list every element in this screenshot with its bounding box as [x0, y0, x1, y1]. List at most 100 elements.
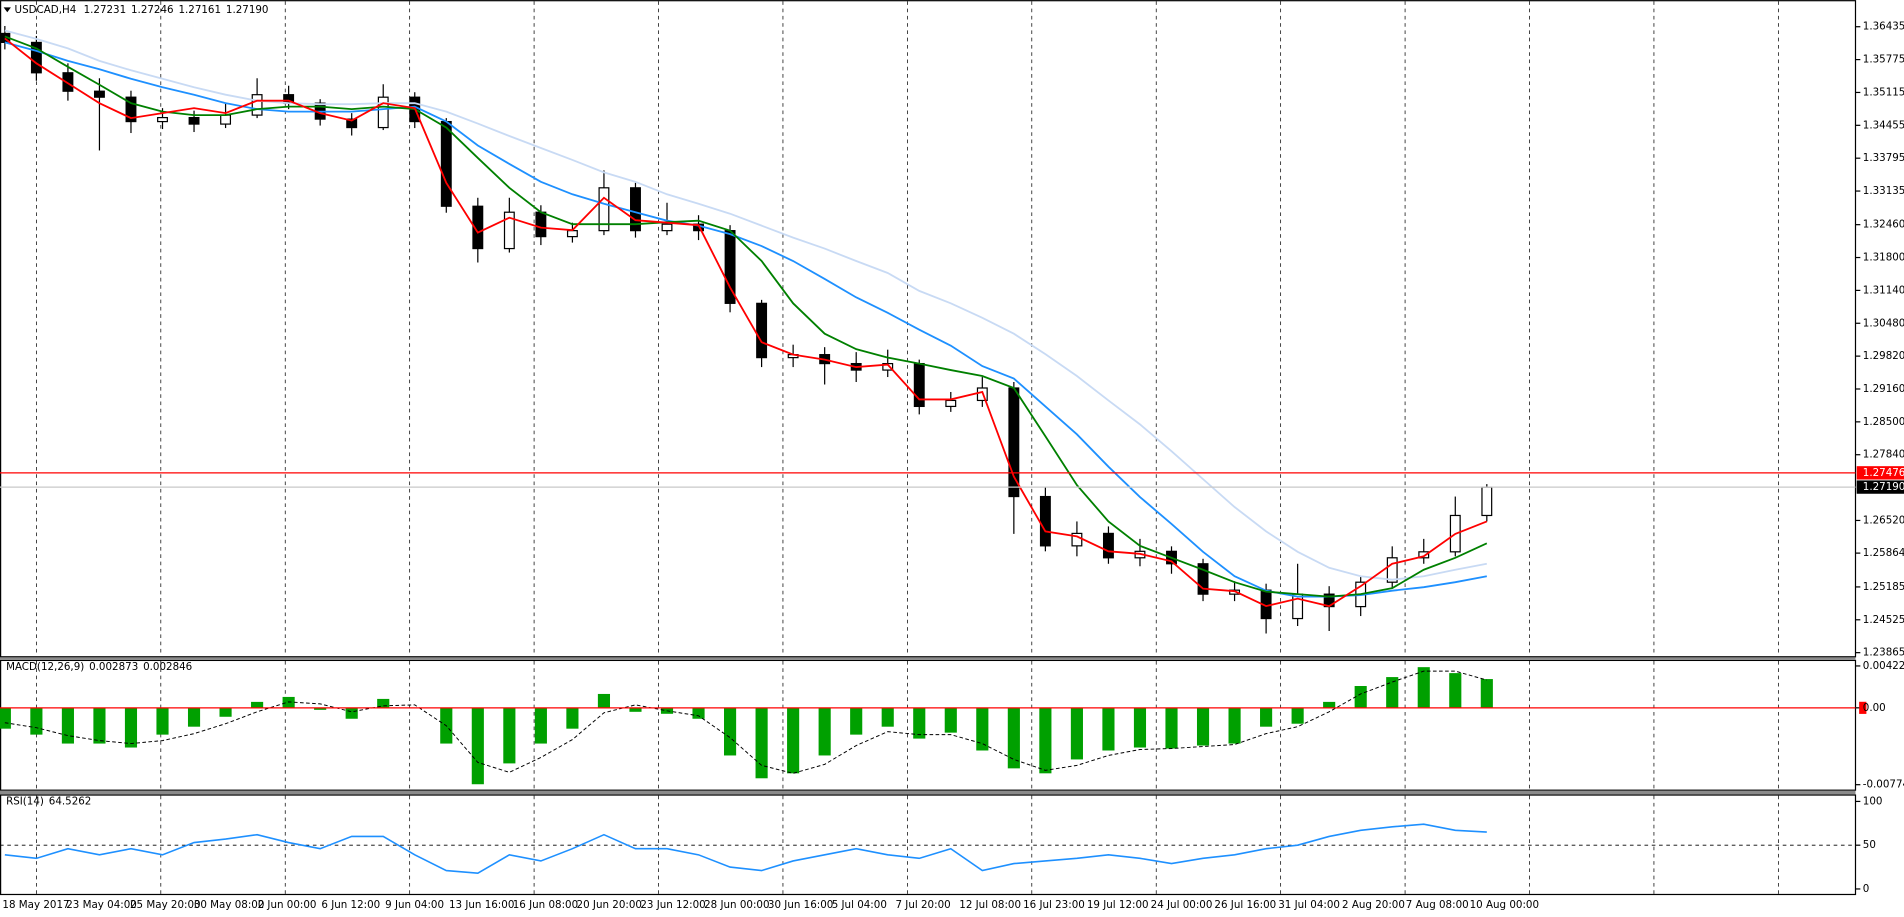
histogram-bar — [219, 707, 232, 717]
histogram-bar — [566, 707, 579, 729]
y-tick-label: 1.25185 — [1863, 581, 1904, 593]
histogram-bar — [534, 707, 547, 744]
y-tick-label: 1.28500 — [1863, 416, 1904, 428]
rsi-line — [4, 823, 1487, 875]
y-tick-label: 1.33795 — [1863, 152, 1904, 164]
histogram-bar — [1417, 667, 1430, 708]
candle-body — [598, 187, 610, 232]
x-tick-label: 19 Jul 12:00 — [1087, 899, 1149, 911]
histogram-bar — [755, 707, 768, 779]
histogram-bar — [93, 707, 106, 744]
histogram-bar — [597, 693, 611, 708]
candle-body — [756, 302, 768, 359]
y-tick-label: 0 — [1863, 883, 1870, 895]
moving-average — [4, 41, 1487, 598]
candle-body — [188, 116, 200, 125]
x-tick-label: 5 Jul 04:00 — [832, 899, 887, 911]
histogram-bar — [345, 707, 358, 719]
candle-body — [503, 211, 515, 250]
y-tick-label: 1.31140 — [1863, 284, 1904, 296]
y-tick-label: 0.00 — [1863, 702, 1886, 714]
y-tick-label: 1.33135 — [1863, 185, 1904, 197]
histogram-bar — [1102, 707, 1115, 751]
candle-body — [566, 230, 578, 238]
y-tick-label: 100 — [1863, 795, 1883, 807]
histogram-bar — [1039, 707, 1052, 774]
x-tick-label: 7 Aug 08:00 — [1406, 899, 1469, 911]
histogram-bar — [1480, 679, 1493, 708]
y-tick-label: 1.30480 — [1863, 317, 1904, 329]
macd-value: 0.002873 — [89, 661, 138, 673]
candle-body — [630, 187, 641, 232]
candle-body — [93, 90, 105, 98]
rsi-value: 64.5262 — [49, 796, 92, 808]
candle-body — [377, 96, 389, 129]
candle-body — [220, 114, 232, 125]
y-tick-label: 0.004222 — [1863, 660, 1904, 672]
candle-body — [1102, 532, 1114, 559]
histogram-bar — [1070, 707, 1083, 760]
histogram-bar — [187, 707, 201, 727]
candle-body — [882, 362, 894, 371]
histogram-bar — [251, 701, 264, 708]
histogram-bar — [629, 707, 642, 712]
y-tick-label: 1.35775 — [1863, 54, 1904, 66]
candle-body — [1197, 563, 1209, 595]
histogram-bar — [0, 707, 11, 729]
panel-frame — [0, 0, 1857, 658]
histogram-bar — [124, 707, 138, 748]
x-tick-label: 2 Jun 00:00 — [258, 899, 317, 911]
y-tick-label: 1.35115 — [1863, 86, 1904, 98]
histogram-bar — [1007, 707, 1020, 769]
x-tick-label: 28 Jun 00:00 — [704, 899, 769, 911]
candle-body — [125, 96, 137, 123]
histogram-bar — [850, 707, 863, 735]
candle-body — [945, 399, 957, 408]
x-tick-label: 25 May 20:00 — [130, 899, 201, 911]
candle-body — [472, 205, 484, 250]
histogram-bar — [1354, 686, 1367, 708]
y-tick-label: 50 — [1863, 839, 1876, 851]
histogram-bar — [314, 707, 327, 710]
histogram-bar — [944, 707, 957, 733]
x-tick-label: 30 May 08:00 — [194, 899, 265, 911]
candle-body — [440, 120, 452, 207]
panel-separator — [0, 790, 1856, 795]
price-label-box — [1856, 466, 1904, 480]
indicator-name: MACD(12,26,9) — [6, 661, 84, 673]
price-label-box — [1856, 480, 1904, 494]
x-tick-label: 20 Jun 20:00 — [577, 899, 642, 911]
x-tick-label: 16 Jun 08:00 — [513, 899, 578, 911]
candle-body — [1039, 495, 1051, 547]
x-tick-label: 13 Jun 16:00 — [449, 899, 514, 911]
candle-body — [62, 72, 74, 92]
menu-arrow[interactable] — [3, 7, 11, 13]
quote-high: 1.27246 — [131, 4, 174, 16]
histogram-bar — [724, 707, 737, 756]
histogram-bar — [787, 707, 800, 774]
x-tick-label: 6 Jun 12:00 — [321, 899, 380, 911]
macd-header: MACD(12,26,9) 0.002873 0.002846 — [6, 661, 192, 673]
y-tick-label: 1.27840 — [1863, 449, 1904, 461]
candle-body — [1386, 557, 1398, 583]
x-tick-label: 18 May 2017 — [2, 899, 69, 911]
x-tick-label: 2 Aug 20:00 — [1342, 899, 1405, 911]
quote-close: 1.27190 — [226, 4, 269, 16]
candle-body — [30, 41, 42, 74]
y-tick-label: 1.26520 — [1863, 514, 1904, 526]
indicator-name: RSI(14) — [6, 796, 44, 808]
histogram-bar — [61, 707, 74, 744]
y-tick-label: 1.29820 — [1863, 350, 1904, 362]
histogram-bar — [1323, 701, 1336, 708]
histogram-bar — [503, 707, 516, 764]
y-tick-label: 1.29160 — [1863, 383, 1904, 395]
histogram-bar — [881, 707, 894, 727]
signal-value: 0.002846 — [143, 661, 192, 673]
x-tick-label: 23 Jun 12:00 — [640, 899, 705, 911]
histogram-bar — [1165, 707, 1178, 749]
histogram-bar — [1291, 707, 1304, 724]
x-tick-label: 12 Jul 08:00 — [959, 899, 1021, 911]
y-tick-label: 1.32460 — [1863, 219, 1904, 231]
x-tick-label: 23 May 04:00 — [66, 899, 137, 911]
x-tick-label: 30 Jun 16:00 — [768, 899, 833, 911]
